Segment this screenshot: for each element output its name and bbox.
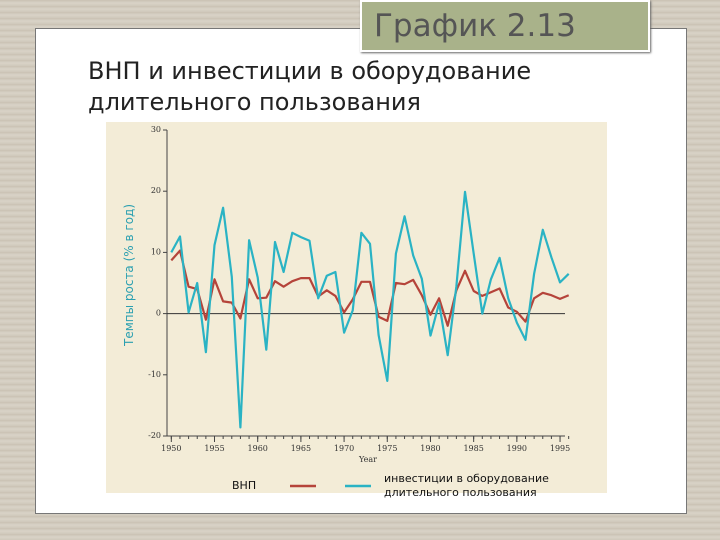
x-tick-label: 1990 bbox=[507, 444, 527, 453]
series-line bbox=[170, 249, 570, 327]
x-axis-label: Year bbox=[358, 455, 377, 464]
x-tick-label: 1950 bbox=[161, 444, 181, 453]
x-tick-label: 1965 bbox=[291, 444, 311, 453]
legend-label: ВНП bbox=[232, 479, 257, 492]
x-tick-label: 1970 bbox=[334, 444, 354, 453]
legend-label: инвестиции в оборудование длительного по… bbox=[384, 472, 549, 499]
x-tick-label: 1995 bbox=[550, 444, 570, 453]
y-axis-label: Темпы роста (% в год) bbox=[122, 204, 136, 347]
heading: ВНП и инвестиции в оборудование длительн… bbox=[88, 57, 532, 116]
series-line bbox=[170, 190, 570, 429]
x-tick-label: 1955 bbox=[204, 444, 224, 453]
y-tick-label: -10 bbox=[148, 370, 161, 379]
x-tick-label: 1975 bbox=[377, 444, 397, 453]
y-tick-label: -20 bbox=[148, 431, 161, 440]
y-tick-label: 0 bbox=[156, 309, 161, 318]
x-tick-label: 1980 bbox=[420, 444, 440, 453]
slide-badge: График 2.13 bbox=[360, 0, 650, 52]
x-tick-label: 1985 bbox=[463, 444, 483, 453]
y-tick-label: 30 bbox=[151, 125, 161, 134]
x-tick-label: 1960 bbox=[248, 444, 268, 453]
y-tick-label: 20 bbox=[151, 186, 161, 195]
y-tick-label: 10 bbox=[151, 247, 161, 256]
